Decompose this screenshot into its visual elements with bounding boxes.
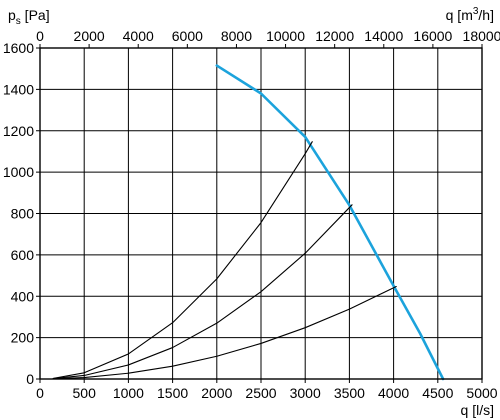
system-curve-line-3 — [52, 285, 397, 380]
y-tick-label: 400 — [11, 288, 35, 304]
x-top-tick-label: 2000 — [74, 28, 105, 44]
x-top-tick-label: 16000 — [413, 28, 452, 44]
x-axis-bottom-ticks: 0 500 1000 1500 2000 2500 3000 3500 4000 4500 5000 — [36, 379, 498, 401]
system-curve-line-2 — [52, 204, 353, 380]
x-top-tick-label: 10000 — [266, 28, 305, 44]
y-tick-label: 1600 — [3, 40, 34, 56]
x-bottom-tick-label: 2500 — [245, 385, 276, 401]
x-bottom-tick-label: 4000 — [378, 385, 409, 401]
x-axis-top-label: q [m3/h] — [446, 6, 494, 23]
system-curve-line-1 — [52, 141, 313, 379]
x-bottom-tick-label: 0 — [36, 385, 44, 401]
fan-curve-line — [215, 64, 445, 381]
x-bottom-tick-label: 1000 — [113, 385, 144, 401]
y-axis-ticks: 0 200 400 600 800 1000 1200 1400 1600 — [3, 40, 40, 387]
x-bottom-tick-label: 4500 — [422, 385, 453, 401]
x-axis-top-ticks: 0 2000 4000 6000 8000 10000 12000 14000 16000 180… — [36, 28, 500, 48]
grid — [40, 48, 482, 379]
x-top-tick-label: 18000 — [463, 28, 500, 44]
x-top-tick-label: 4000 — [123, 28, 154, 44]
x-top-tick-label: 8000 — [221, 28, 252, 44]
y-tick-label: 1000 — [3, 164, 34, 180]
x-top-tick-label: 0 — [36, 28, 44, 44]
y-tick-label: 600 — [11, 247, 35, 263]
x-top-tick-label: 14000 — [364, 28, 403, 44]
x-axis-bottom-label: q [l/s] — [461, 402, 494, 418]
x-bottom-tick-label: 3000 — [290, 385, 321, 401]
x-bottom-tick-label: 1500 — [157, 385, 188, 401]
y-tick-label: 1200 — [3, 123, 34, 139]
x-top-tick-label: 6000 — [172, 28, 203, 44]
x-bottom-tick-label: 500 — [73, 385, 97, 401]
x-bottom-tick-label: 2000 — [201, 385, 232, 401]
y-tick-label: 200 — [11, 330, 35, 346]
curves — [52, 64, 445, 381]
y-tick-label: 1400 — [3, 81, 34, 97]
y-tick-label: 0 — [26, 371, 34, 387]
x-bottom-tick-label: 5000 — [466, 385, 497, 401]
y-tick-label: 800 — [11, 206, 35, 222]
x-top-tick-label: 12000 — [315, 28, 354, 44]
x-bottom-tick-label: 3500 — [334, 385, 365, 401]
y-axis-label: ps [Pa] — [8, 7, 50, 27]
